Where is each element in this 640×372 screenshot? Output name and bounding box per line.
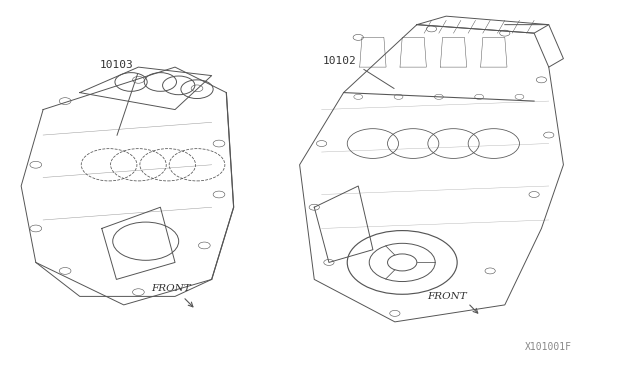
Text: 10102: 10102	[323, 56, 357, 66]
Text: FRONT: FRONT	[151, 284, 191, 293]
Text: 10103: 10103	[100, 60, 134, 70]
Text: X101001F: X101001F	[525, 342, 572, 352]
Text: FRONT: FRONT	[427, 292, 467, 301]
